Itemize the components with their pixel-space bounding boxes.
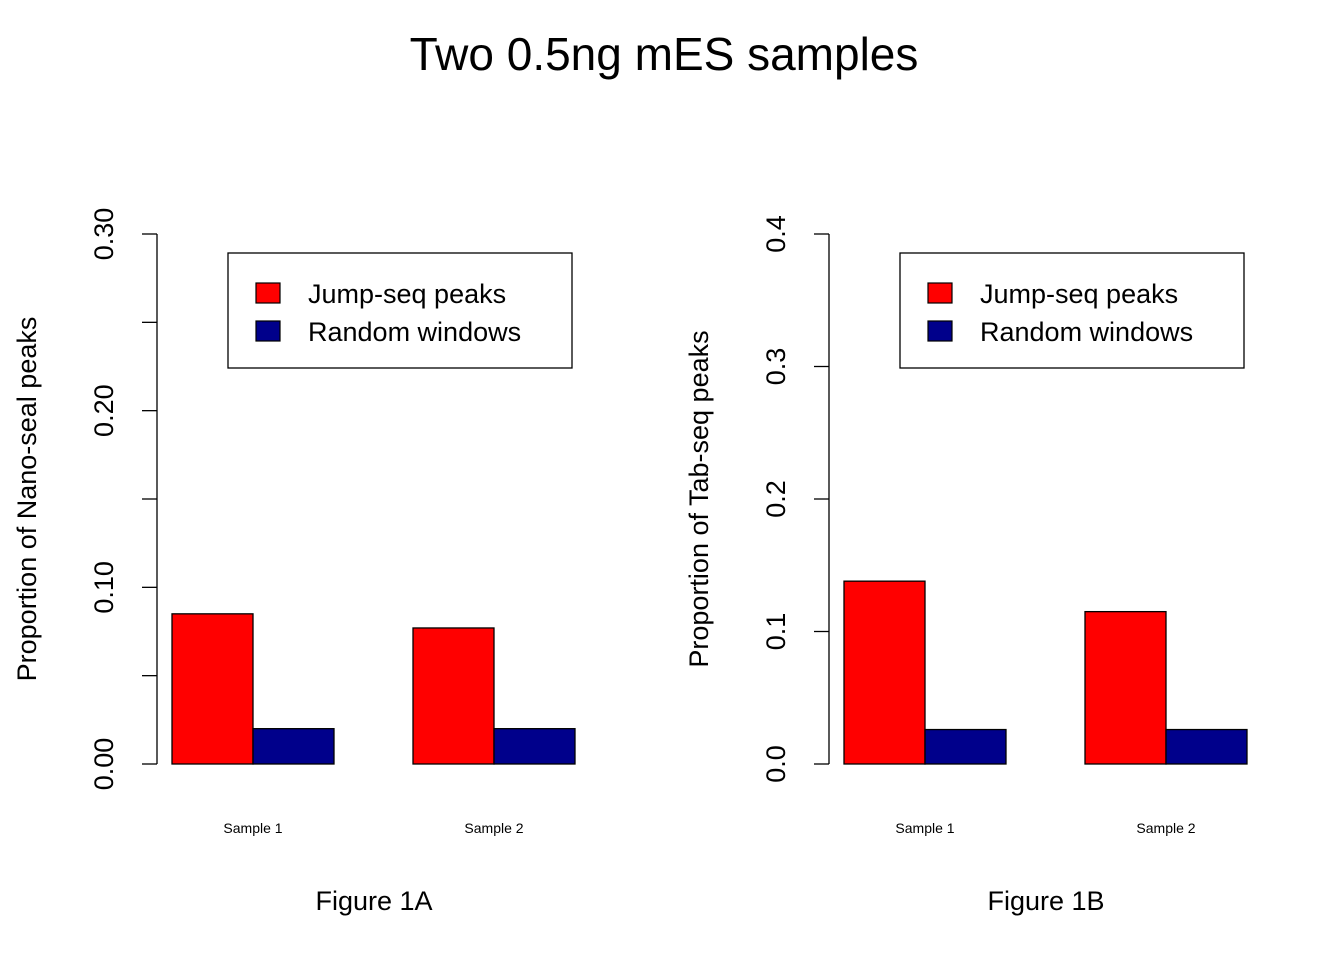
legend-box [899, 252, 1245, 369]
y-tick-label: 0.30 [89, 208, 119, 261]
figure-title: Two 0.5ng mES samples [410, 28, 919, 80]
category-label: Sample 1 [223, 820, 282, 836]
legend-swatch-jump-seq [927, 282, 953, 304]
legend-swatch-random-windows [255, 320, 281, 342]
bar-jump-seq-2 [1084, 610, 1167, 765]
chart-panel-2: Sample 1 Sample 2 0.0 0.1 0.2 0.3 0.4 Proportio… [684, 215, 1248, 916]
y-tick-label: 0.20 [89, 384, 119, 437]
legend-swatch-random-windows [927, 320, 953, 342]
y-tick-label: 0.4 [761, 215, 791, 253]
bar-jump-seq-1 [171, 613, 254, 765]
y-tick-label: 0.10 [89, 561, 119, 614]
legend-label: Random windows [980, 317, 1193, 347]
y-tick-label: 0.0 [761, 745, 791, 783]
y-tick-label: 0.3 [761, 348, 791, 386]
chart-panel-1: Sample 1 Sample 2 0.00 0.10 0.20 0.30 Proporti… [12, 208, 576, 916]
bar-jump-seq-2 [412, 627, 495, 765]
y-axis-title: Proportion of Tab-seq peaks [684, 330, 714, 667]
y-tick-label: 0.2 [761, 480, 791, 518]
panels: Sample 1 Sample 2 0.00 0.10 0.20 0.30 Proporti… [12, 208, 1248, 916]
y-axis-title: Proportion of Nano-seal peaks [12, 317, 42, 682]
x-axis-title: Figure 1A [315, 886, 432, 916]
y-tick-label: 0.00 [89, 738, 119, 791]
x-axis-title: Figure 1B [987, 886, 1104, 916]
bar-random-windows-2 [493, 728, 576, 765]
bar-random-windows-1 [252, 728, 335, 765]
category-label: Sample 2 [464, 820, 523, 836]
legend-label: Random windows [308, 317, 521, 347]
bar-random-windows-1 [924, 728, 1007, 765]
legend: Jump-seq peaks Random windows [899, 252, 1245, 369]
legend-box [227, 252, 573, 369]
y-tick-label: 0.1 [761, 613, 791, 651]
legend-swatch-jump-seq [255, 282, 281, 304]
bar-random-windows-2 [1165, 728, 1248, 765]
legend: Jump-seq peaks Random windows [227, 252, 573, 369]
bar-jump-seq-1 [843, 580, 926, 765]
category-label: Sample 2 [1136, 820, 1195, 836]
legend-label: Jump-seq peaks [308, 279, 506, 309]
legend-label: Jump-seq peaks [980, 279, 1178, 309]
category-label: Sample 1 [895, 820, 954, 836]
